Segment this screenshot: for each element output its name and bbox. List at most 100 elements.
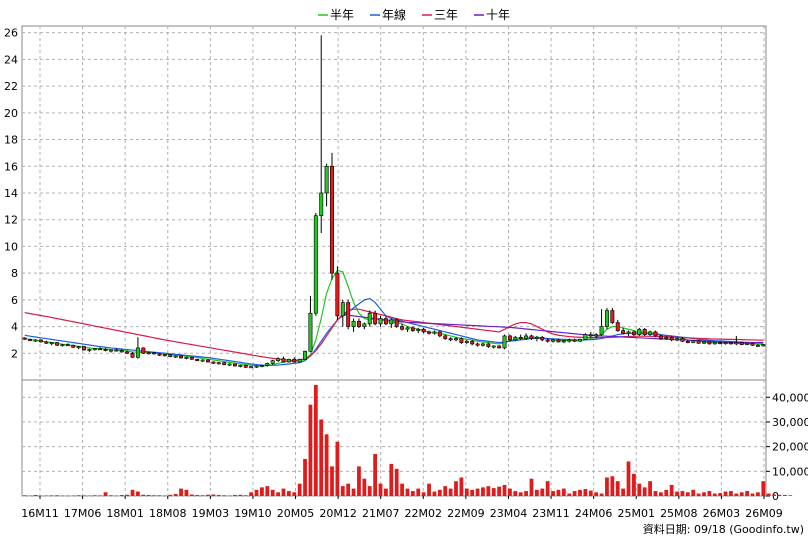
price-y-tick-label: 6 <box>11 294 18 307</box>
candle <box>184 356 189 360</box>
price-y-tick-label: 8 <box>11 267 18 280</box>
volume-bar <box>405 488 410 496</box>
candle <box>227 363 232 366</box>
x-tick-label: 22M09 <box>447 507 485 520</box>
candle-body <box>270 360 275 364</box>
candle-body <box>76 346 81 349</box>
volume-bar <box>281 488 286 496</box>
candle <box>195 358 200 362</box>
candle-body <box>389 319 394 325</box>
volume-bar <box>642 487 647 496</box>
candle-body <box>696 340 701 344</box>
volume-bar <box>189 494 194 496</box>
volume-bar <box>626 461 631 496</box>
candle-body <box>437 331 442 337</box>
candle <box>351 318 356 332</box>
candle-body <box>712 342 717 345</box>
volume-bar <box>750 493 755 496</box>
volume-bar <box>92 495 97 496</box>
volume-bar <box>400 483 404 496</box>
candle-body <box>87 348 92 351</box>
candle-body <box>60 344 65 347</box>
candle-body <box>400 326 405 330</box>
volume-bar <box>98 495 103 496</box>
price-y-tick-label: 2 <box>11 347 18 360</box>
candle-body <box>130 352 135 358</box>
candle-body <box>189 356 194 360</box>
candle <box>383 315 388 326</box>
candle-body <box>610 310 615 323</box>
volume-bar <box>427 483 431 496</box>
candle <box>653 330 658 338</box>
candle <box>615 319 620 332</box>
candle <box>146 351 151 355</box>
x-axis: 16M11 17M06 18M01 18M08 19M03 19M10 20M05 20M12… <box>21 496 783 520</box>
candle <box>755 343 760 347</box>
volume-bar <box>551 491 555 496</box>
candle <box>168 353 173 358</box>
volume-bar <box>481 487 485 496</box>
candle <box>28 338 33 342</box>
candle <box>723 341 728 345</box>
candle <box>270 359 275 365</box>
volume-bar <box>567 493 572 496</box>
candle-body <box>556 339 561 343</box>
candle-body <box>507 335 512 341</box>
candle-body <box>82 346 86 351</box>
price-y-tick-label: 18 <box>4 134 18 147</box>
candle <box>728 341 733 345</box>
volume-y-tick-label: 40,000 <box>772 391 808 404</box>
candle <box>211 361 216 364</box>
price-y-tick-label: 4 <box>11 321 18 334</box>
candle <box>545 338 550 343</box>
candle-body <box>367 312 372 325</box>
volume-bar <box>529 478 534 496</box>
candle <box>696 339 701 344</box>
candle-body <box>292 358 297 363</box>
volume-bar <box>243 495 248 496</box>
candle <box>588 331 593 338</box>
volume-bar <box>470 489 475 496</box>
volume-bar <box>443 486 448 496</box>
candle-body <box>206 359 210 363</box>
candle-body <box>448 338 453 341</box>
candle <box>664 335 669 340</box>
candle <box>658 334 663 340</box>
candle-body <box>594 334 599 337</box>
volume-bar <box>195 495 200 496</box>
volume-bar <box>761 481 766 496</box>
x-tick-label: 25M08 <box>660 507 698 520</box>
candle <box>303 350 308 360</box>
x-tick-label: 26M09 <box>745 507 783 520</box>
volume-bar <box>270 489 275 496</box>
volume-bar <box>38 495 43 497</box>
candle <box>642 327 647 336</box>
legend-label-1: 年線 <box>382 7 406 22</box>
candle-body <box>103 348 108 351</box>
volume-bar <box>65 495 70 497</box>
volume-bar <box>367 486 372 496</box>
candle-body <box>319 192 324 216</box>
candle <box>319 35 324 234</box>
volume-bar <box>384 488 388 496</box>
candle-body <box>583 334 588 340</box>
candle <box>637 327 642 336</box>
volume-bar <box>141 494 146 496</box>
price-y-tick-label: 26 <box>4 27 18 40</box>
x-tick-label: 20M12 <box>319 507 357 520</box>
candle-body <box>750 342 755 346</box>
candle-body <box>551 339 556 342</box>
volume-bar <box>22 495 27 496</box>
volume-bar <box>513 491 518 496</box>
candle-body <box>534 336 539 339</box>
candle <box>119 349 124 353</box>
volume-bar <box>615 481 620 496</box>
candle <box>497 345 502 349</box>
candle <box>750 342 755 346</box>
volume-bar <box>378 483 383 496</box>
candle-body <box>459 338 464 343</box>
volume-bar <box>648 481 652 496</box>
candle <box>313 213 318 316</box>
candle <box>346 299 351 330</box>
candle-body <box>265 363 270 366</box>
